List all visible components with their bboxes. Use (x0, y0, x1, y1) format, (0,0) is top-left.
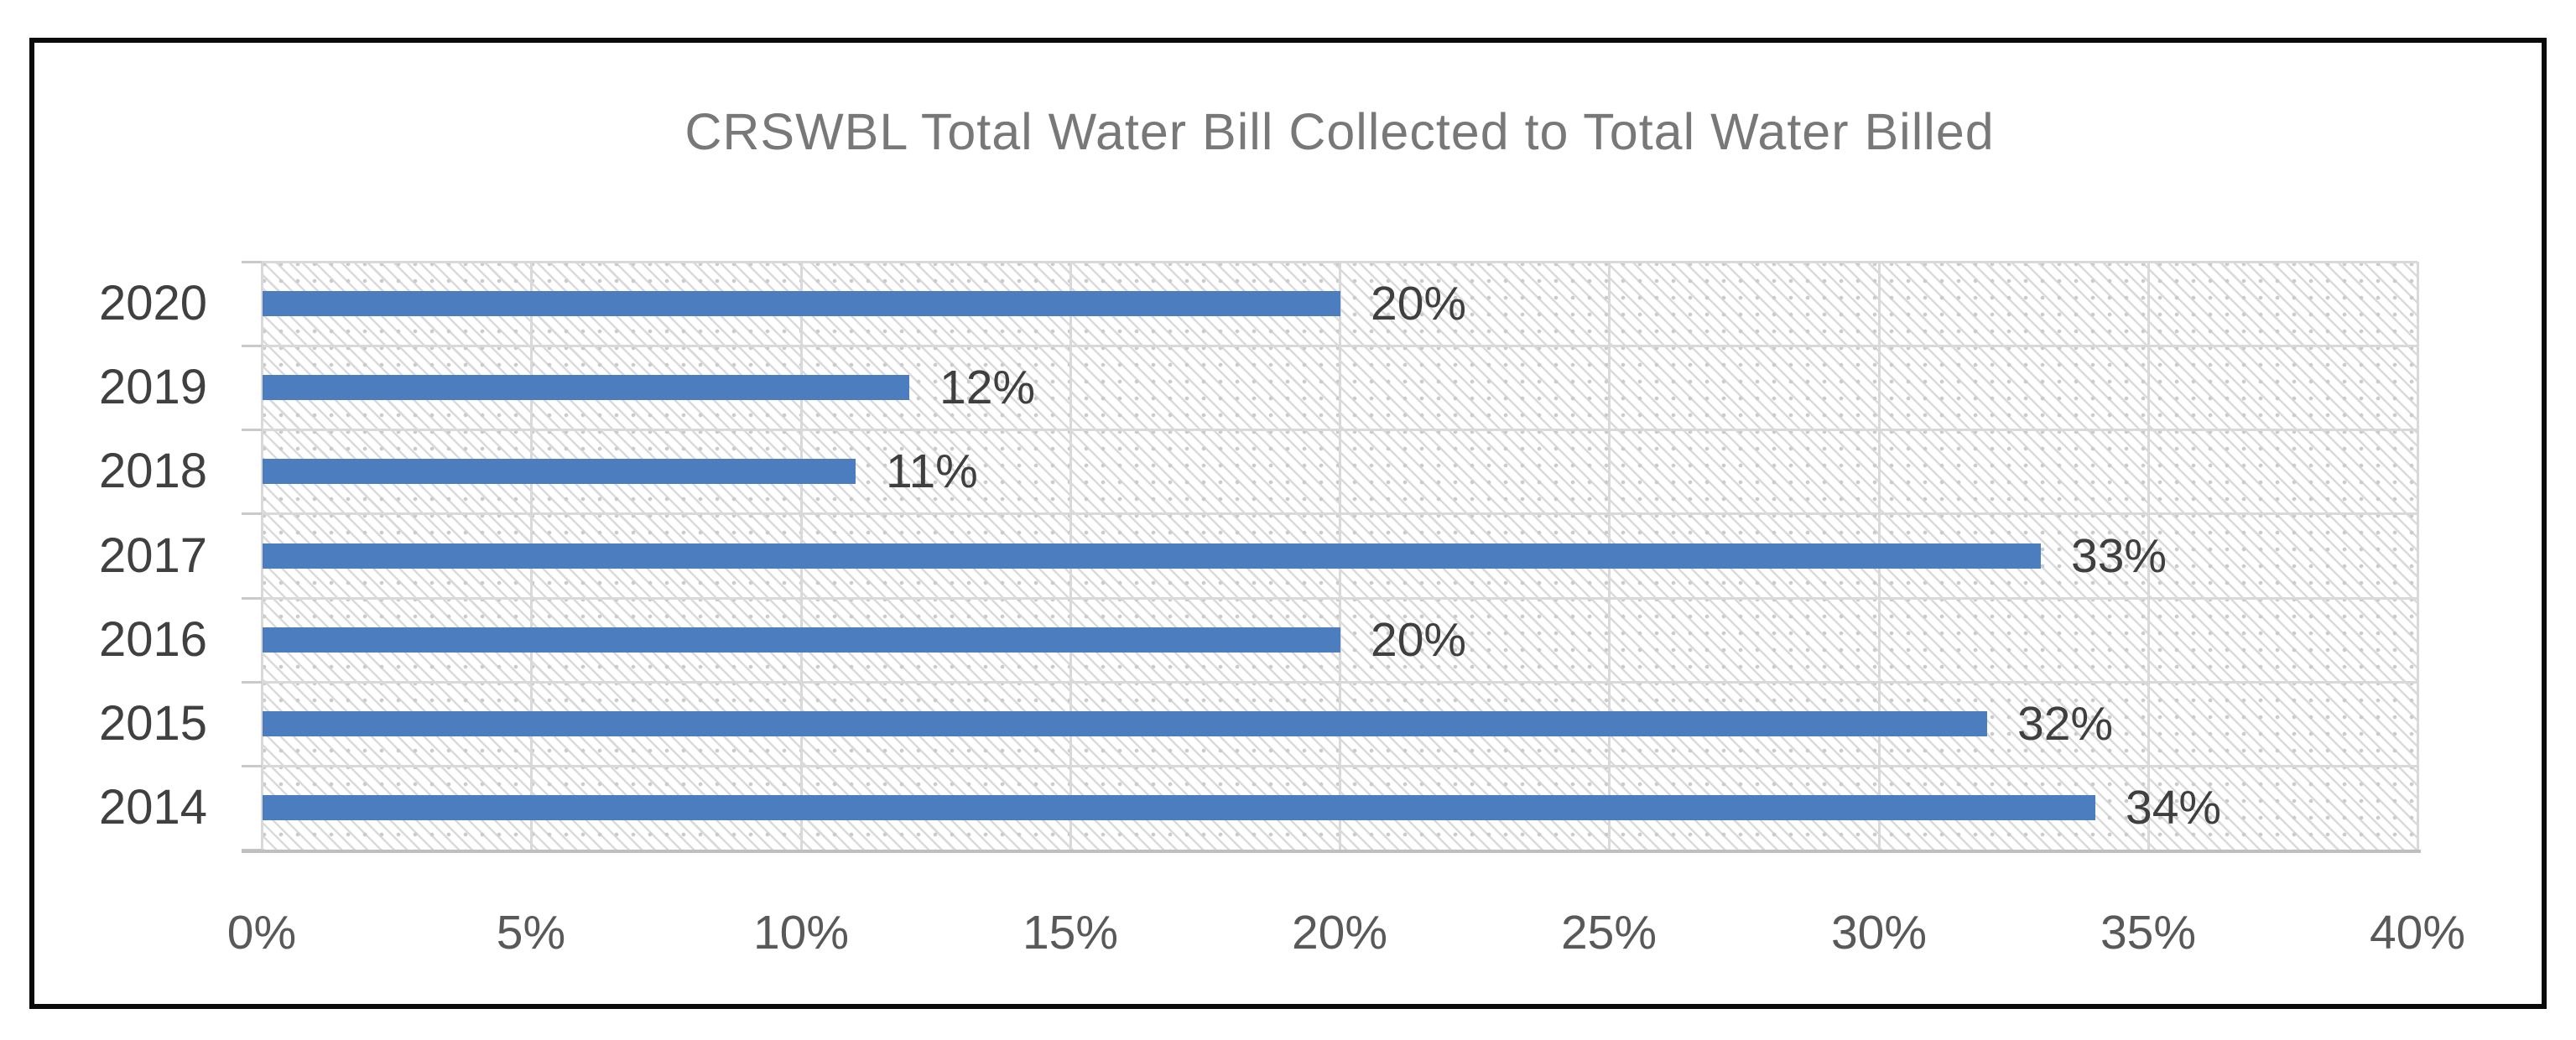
bar-value-label: 33% (2071, 529, 2167, 583)
x-axis-label: 25% (1560, 906, 1657, 959)
category-axis-tick (242, 681, 262, 684)
x-axis-label: 35% (2100, 906, 2197, 959)
bar (263, 795, 2095, 820)
vertical-gridline (2417, 262, 2419, 850)
horizontal-gridline (262, 345, 2417, 347)
category-axis-tick (242, 429, 262, 431)
bar (263, 711, 1987, 736)
y-axis-label: 2016 (98, 612, 207, 667)
bar (263, 291, 1340, 316)
y-axis-label: 2015 (98, 696, 207, 751)
bar (263, 627, 1340, 653)
bar-value-label: 20% (1371, 613, 1467, 667)
horizontal-gridline (262, 681, 2417, 684)
y-axis-label: 2014 (98, 780, 207, 835)
category-axis-tick (242, 345, 262, 347)
horizontal-gridline (262, 597, 2417, 600)
x-axis-label: 15% (1022, 906, 1119, 959)
bar-value-label: 32% (2017, 697, 2114, 751)
horizontal-gridline (262, 512, 2417, 515)
x-axis-label: 5% (496, 906, 566, 959)
category-axis-tick (242, 597, 262, 600)
bar (263, 543, 2041, 569)
bar-value-label: 34% (2126, 781, 2222, 835)
chart-frame: CRSWBL Total Water Bill Collected to Tot… (29, 38, 2547, 1009)
horizontal-gridline (262, 765, 2417, 767)
y-axis-label: 2020 (98, 276, 207, 330)
horizontal-gridline (262, 429, 2417, 431)
y-axis-label: 2019 (98, 360, 207, 414)
y-axis-label: 2017 (98, 528, 207, 583)
bar-value-label: 20% (1371, 277, 1467, 330)
bar (263, 459, 856, 484)
vertical-gridline (2147, 262, 2150, 850)
bar (263, 375, 909, 400)
x-axis-label: 20% (1291, 906, 1388, 959)
y-axis-label: 2018 (98, 444, 207, 498)
bar-value-label: 11% (886, 445, 978, 498)
x-axis-label: 40% (2369, 906, 2466, 959)
x-axis-label: 10% (752, 906, 850, 959)
bar-value-label: 12% (939, 361, 1036, 414)
x-axis-line (242, 850, 2421, 853)
category-axis-tick (242, 512, 262, 515)
category-axis-tick (242, 765, 262, 767)
category-axis-tick (242, 261, 262, 263)
chart-title: CRSWBL Total Water Bill Collected to Tot… (684, 103, 1995, 160)
x-axis-label: 30% (1830, 906, 1928, 959)
vertical-gridline (261, 262, 263, 850)
horizontal-gridline (262, 261, 2417, 263)
x-axis-label: 0% (226, 906, 297, 959)
